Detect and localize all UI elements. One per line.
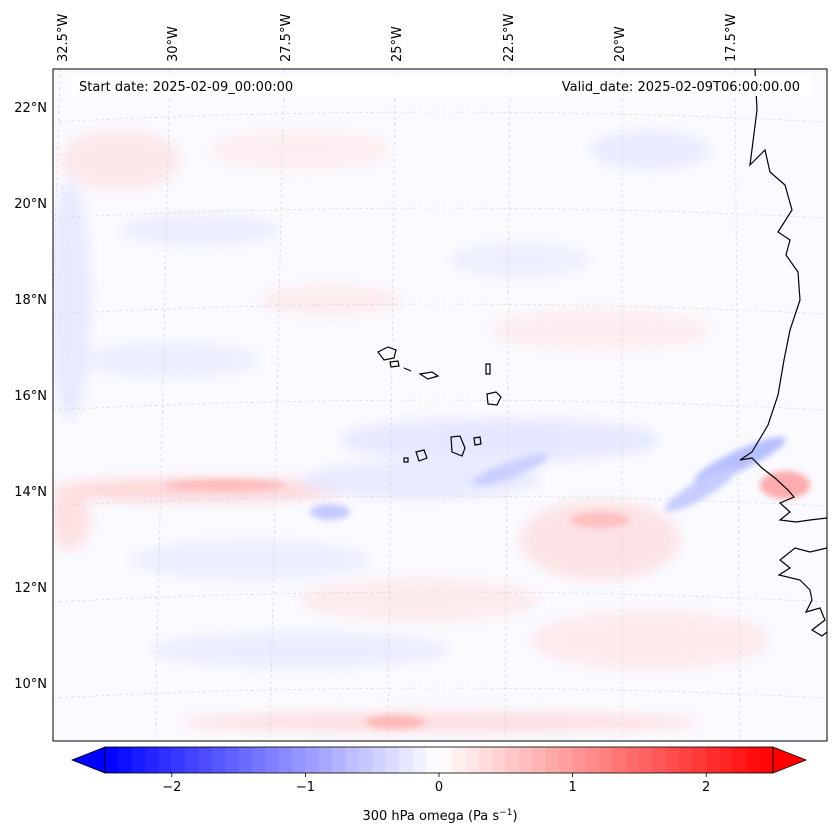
start-date-text: Start date: 2025-02-09_00:00:00	[79, 80, 293, 95]
colorbar-segment	[652, 747, 667, 773]
colorbar-tick-label: −1	[296, 780, 315, 795]
colorbar-segment	[171, 747, 186, 773]
latitude-labels: 22°N 20°N 18°N 16°N 14°N 12°N 10°N	[14, 101, 47, 692]
colorbar-segment	[532, 747, 547, 773]
colorbar-segment	[746, 747, 761, 773]
colorbar-segment	[479, 747, 494, 773]
colorbar-segment	[278, 747, 293, 773]
lat-label: 12°N	[14, 581, 47, 596]
colorbar-label: 300 hPa omega (Pa s−1)	[362, 808, 517, 824]
lat-label: 20°N	[14, 197, 47, 212]
colorbar-segment	[211, 747, 226, 773]
colorbar: −2 −1 0 1 2 300 hPa omega (Pa s−1)	[70, 746, 808, 824]
colorbar-segment	[639, 747, 654, 773]
cape-verde-boa-vista	[486, 391, 502, 406]
colorbar-segment	[118, 747, 133, 773]
colorbar-tick-label: −2	[162, 780, 181, 795]
graticule	[53, 69, 827, 741]
colorbar-segment	[679, 747, 694, 773]
colorbar-segment	[412, 747, 427, 773]
colorbar-min-extension	[70, 746, 106, 774]
lat-label: 14°N	[14, 485, 47, 500]
colorbar-segment	[626, 747, 640, 773]
cape-verde-sal	[485, 363, 491, 375]
coastlines	[377, 69, 827, 637]
colorbar-segment	[398, 747, 413, 773]
colorbar-tick-label: 2	[702, 780, 710, 795]
colorbar-segment	[692, 747, 707, 773]
colorbar-segment	[131, 747, 146, 773]
longitude-labels: 32.5°W 30°W 27.5°W 25°W 22.5°W 20°W 17.5…	[56, 14, 739, 62]
colorbar-segment	[559, 747, 574, 773]
cape-verde-sao-nicolau	[418, 371, 440, 380]
valid-date-text: Valid_date: 2025-02-09T06:00:00.00	[562, 80, 800, 95]
colorbar-segment	[318, 747, 333, 773]
lon-label: 22.5°W	[502, 14, 517, 62]
lon-label: 17.5°W	[724, 14, 739, 62]
colorbar-ticks: −2 −1 0 1 2	[162, 773, 710, 795]
colorbar-segment	[572, 747, 587, 773]
colorbar-segment	[332, 747, 347, 773]
colorbar-segment	[452, 747, 467, 773]
lon-label: 25°W	[390, 26, 405, 62]
colorbar-segment	[719, 747, 734, 773]
colorbar-segments	[105, 747, 774, 773]
colorbar-tick-label: 0	[435, 780, 443, 795]
cape-verde-santo-antao	[377, 346, 397, 361]
lon-label: 27.5°W	[279, 14, 294, 62]
cape-verde-maio	[473, 436, 482, 446]
lat-label: 16°N	[14, 389, 47, 404]
colorbar-segment	[385, 747, 400, 773]
lat-label: 22°N	[14, 101, 47, 116]
colorbar-segment	[251, 747, 266, 773]
colorbar-segment	[358, 747, 373, 773]
colorbar-segment	[198, 747, 213, 773]
colorbar-segment	[345, 747, 360, 773]
colorbar-segment	[505, 747, 520, 773]
colorbar-segment	[666, 747, 681, 773]
colorbar-segment	[185, 747, 200, 773]
colorbar-segment	[599, 747, 614, 773]
colorbar-segment	[305, 747, 320, 773]
cape-verde-fogo	[415, 449, 428, 462]
colorbar-tick-label: 1	[568, 780, 576, 795]
colorbar-segment	[439, 747, 453, 773]
colorbar-segment	[292, 747, 306, 773]
colorbar-segment	[425, 747, 440, 773]
colorbar-segment	[732, 747, 747, 773]
colorbar-segment	[225, 747, 240, 773]
cape-verde-santiago	[450, 435, 466, 457]
colorbar-segment	[492, 747, 507, 773]
cape-verde-sao-vicente	[389, 360, 400, 368]
lon-label: 32.5°W	[56, 14, 71, 62]
west-africa-coastline	[739, 69, 827, 637]
colorbar-segment	[585, 747, 600, 773]
colorbar-segment	[158, 747, 173, 773]
colorbar-segment	[105, 747, 119, 773]
colorbar-segment	[372, 747, 387, 773]
lon-label: 20°W	[613, 26, 628, 62]
date-annotation-bg	[72, 76, 812, 96]
colorbar-segment	[612, 747, 627, 773]
colorbar-segment	[519, 747, 534, 773]
colorbar-segment	[706, 747, 721, 773]
omega-field	[53, 69, 827, 741]
lat-label: 10°N	[14, 677, 47, 692]
map-frame	[52, 68, 828, 742]
colorbar-segment	[465, 747, 480, 773]
colorbar-max-extension	[772, 746, 808, 774]
map-panel: Start date: 2025-02-09_00:00:00 Valid_da…	[52, 68, 828, 742]
colorbar-segment	[759, 747, 774, 773]
lat-label: 18°N	[14, 293, 47, 308]
colorbar-segment	[545, 747, 560, 773]
colorbar-segment	[238, 747, 253, 773]
cape-verde-brava	[403, 457, 409, 463]
colorbar-segment	[145, 747, 160, 773]
colorbar-segment	[265, 747, 280, 773]
lon-label: 30°W	[166, 26, 181, 62]
